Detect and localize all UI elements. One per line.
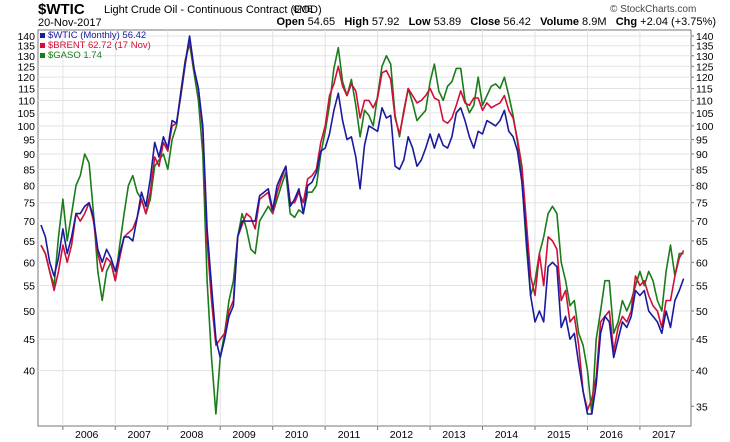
x-tick-label: 2006 (75, 429, 99, 441)
chart-ticker: $WTIC (38, 1, 85, 18)
x-tick-label: 2015 (547, 429, 571, 441)
y-tick-label-right: 50 (696, 306, 708, 318)
chg-value: +2.04 (640, 16, 668, 28)
y-tick-label-right: 65 (696, 236, 708, 248)
y-tick-label-left: 120 (17, 72, 35, 84)
y-tick-label-right: 45 (696, 334, 708, 346)
y-tick-label-right: 130 (696, 51, 714, 63)
volume-label: Volume (540, 16, 579, 28)
chart-instrument-name: Light Crude Oil - Continuous Contract (E… (104, 4, 322, 16)
y-tick-label-right: 110 (696, 95, 713, 107)
low-label: Low (408, 16, 431, 28)
y-tick-label-left: 65 (23, 236, 35, 248)
series-lines (40, 35, 685, 415)
legend-swatch (40, 33, 45, 38)
copyright-label: © StockCharts.com (610, 4, 697, 15)
legend: $WTIC (Monthly) 56.42$BRENT 62.72 (17 No… (40, 30, 151, 61)
x-tick-label: 2011 (338, 429, 361, 441)
y-tick-label-left: 45 (23, 334, 35, 346)
x-tick-label: 2012 (390, 429, 414, 441)
series-line-wtic (40, 35, 685, 415)
y-tick-label-left: 95 (23, 135, 35, 147)
low-value: 53.89 (433, 16, 462, 28)
close-value: 56.42 (503, 16, 531, 28)
plot-area (37, 29, 692, 427)
exchange-label: CME (293, 4, 313, 14)
x-tick-label: 2010 (285, 429, 309, 441)
x-tick-label: 2016 (600, 429, 624, 441)
volume-value: 8.9M (582, 16, 607, 28)
y-tick-label-left: 70 (23, 216, 35, 228)
open-label: Open (276, 16, 305, 28)
y-tick-label-right: 70 (696, 216, 708, 228)
y-tick-label-left: 60 (23, 257, 35, 269)
y-tick-label-right: 40 (696, 366, 708, 378)
x-axis: 2006 2007 2008 2009 2010 2011 2012 2013 2014 2015… (62, 426, 676, 441)
x-tick-label: 2008 (180, 429, 204, 441)
legend-label: $GASO 1.74 (48, 50, 102, 61)
x-tick-label: 2009 (232, 429, 256, 441)
legend-swatch (40, 43, 45, 48)
y-tick-label-right: 55 (696, 281, 708, 293)
y-axis-right: 3540455055606570758085909510010511011512… (691, 31, 714, 413)
open-value: 54.65 (307, 16, 336, 28)
x-tick-label: 2017 (652, 429, 676, 441)
legend-label: $WTIC (Monthly) 56.42 (48, 30, 146, 41)
x-tick-label: 2014 (495, 429, 519, 441)
y-tick-label-right: 85 (696, 164, 708, 176)
high-label: High (344, 16, 369, 28)
y-tick-label-left: 135 (17, 41, 35, 53)
y-tick-label-left: 75 (23, 198, 35, 210)
y-tick-label-right: 105 (696, 108, 714, 120)
y-tick-label-left: 85 (23, 164, 35, 176)
y-tick-label-right: 120 (696, 72, 714, 84)
x-tick-label: 2013 (442, 429, 466, 441)
y-tick-label-left: 125 (17, 61, 35, 73)
series-line-brent (40, 37, 685, 411)
y-tick-label-left: 40 (23, 366, 35, 378)
y-tick-label-left: 130 (17, 51, 35, 63)
y-tick-label-left: 110 (18, 95, 35, 107)
y-tick-label-left: 100 (17, 121, 35, 133)
y-tick-label-left: 90 (23, 149, 35, 161)
y-tick-label-right: 135 (696, 41, 714, 53)
legend-swatch (40, 53, 45, 58)
y-tick-label-right: 60 (696, 257, 708, 269)
close-label: Close (470, 16, 501, 28)
y-tick-label-right: 80 (696, 180, 708, 192)
y-tick-label-left: 50 (23, 306, 35, 318)
y-tick-label-left: 140 (17, 31, 35, 43)
y-tick-label-right: 115 (696, 84, 713, 96)
y-axis-left: 4045505560657075808590951001051101151201… (17, 31, 35, 378)
legend-label: $BRENT 62.72 (17 Nov) (48, 40, 151, 51)
y-tick-label-right: 75 (696, 198, 708, 210)
y-tick-label-right: 95 (696, 135, 708, 147)
price-stats: Open 54.65 High 57.92 Low 53.89 Close 56… (276, 16, 716, 28)
y-tick-label-right: 140 (696, 31, 714, 43)
y-tick-label-left: 115 (18, 84, 35, 96)
chg-label: Chg (615, 16, 638, 28)
y-tick-label-right: 125 (696, 61, 714, 73)
y-tick-label-right: 100 (696, 121, 714, 133)
y-tick-label-left: 105 (17, 108, 35, 120)
y-tick-label-right: 90 (696, 149, 708, 161)
y-tick-label-left: 55 (23, 281, 35, 293)
x-tick-label: 2007 (127, 429, 151, 441)
chart-date: 20-Nov-2017 (38, 17, 102, 29)
y-tick-label-left: 80 (23, 180, 35, 192)
high-value: 57.92 (371, 16, 400, 28)
chg-percent: (+3.75%) (671, 16, 716, 28)
y-tick-label-right: 35 (696, 401, 708, 413)
